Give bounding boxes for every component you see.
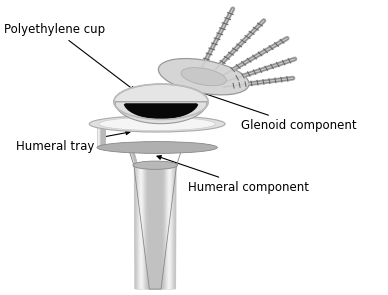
Ellipse shape (99, 117, 215, 130)
Polygon shape (130, 148, 138, 165)
Polygon shape (146, 165, 165, 289)
Ellipse shape (97, 142, 217, 153)
Ellipse shape (158, 58, 249, 95)
Polygon shape (99, 124, 104, 148)
Polygon shape (97, 124, 102, 148)
Polygon shape (128, 148, 136, 165)
Polygon shape (147, 165, 164, 289)
Polygon shape (100, 124, 105, 148)
Ellipse shape (181, 68, 226, 86)
Polygon shape (97, 124, 102, 148)
Polygon shape (142, 165, 169, 289)
Polygon shape (130, 148, 137, 165)
Polygon shape (100, 124, 105, 148)
Polygon shape (130, 148, 138, 165)
Polygon shape (129, 148, 137, 165)
Polygon shape (100, 124, 105, 148)
Polygon shape (100, 124, 106, 148)
Ellipse shape (89, 116, 225, 132)
Polygon shape (98, 124, 103, 148)
Polygon shape (134, 165, 176, 289)
Ellipse shape (133, 161, 178, 169)
Polygon shape (99, 124, 104, 148)
Polygon shape (139, 165, 171, 289)
Polygon shape (129, 148, 137, 165)
Polygon shape (131, 148, 138, 165)
Polygon shape (145, 165, 165, 289)
Polygon shape (144, 165, 167, 289)
Polygon shape (149, 165, 161, 289)
Polygon shape (141, 165, 169, 289)
Polygon shape (129, 148, 137, 165)
Polygon shape (137, 165, 174, 289)
Polygon shape (130, 148, 137, 165)
Polygon shape (139, 165, 172, 289)
Polygon shape (129, 148, 137, 165)
Polygon shape (98, 124, 102, 148)
Polygon shape (137, 165, 173, 289)
Polygon shape (115, 102, 207, 124)
Polygon shape (145, 165, 166, 289)
Ellipse shape (114, 84, 208, 119)
Polygon shape (100, 124, 104, 148)
Polygon shape (134, 165, 177, 289)
Polygon shape (130, 148, 137, 165)
Polygon shape (142, 165, 168, 289)
Polygon shape (100, 124, 105, 148)
Polygon shape (137, 165, 173, 289)
Polygon shape (147, 165, 163, 289)
Polygon shape (129, 148, 137, 165)
Polygon shape (136, 165, 175, 289)
Polygon shape (124, 103, 198, 119)
Polygon shape (143, 165, 168, 289)
Polygon shape (130, 148, 137, 165)
Polygon shape (143, 165, 167, 289)
Polygon shape (128, 148, 136, 165)
Polygon shape (138, 165, 172, 289)
Polygon shape (99, 124, 104, 148)
Polygon shape (98, 124, 103, 148)
Polygon shape (140, 165, 170, 289)
Polygon shape (128, 148, 136, 165)
Polygon shape (99, 124, 104, 148)
Polygon shape (97, 124, 102, 148)
Polygon shape (99, 124, 103, 148)
Polygon shape (130, 148, 138, 165)
Polygon shape (135, 165, 175, 289)
Text: Humeral tray: Humeral tray (16, 131, 130, 153)
Polygon shape (128, 148, 136, 165)
Polygon shape (98, 124, 103, 148)
Polygon shape (97, 124, 102, 148)
Polygon shape (148, 165, 163, 289)
Text: Humeral component: Humeral component (157, 155, 309, 194)
Polygon shape (101, 124, 106, 148)
Text: Glenoid component: Glenoid component (198, 91, 356, 132)
Polygon shape (99, 124, 104, 148)
Polygon shape (148, 165, 162, 289)
Polygon shape (135, 165, 175, 289)
Polygon shape (140, 165, 171, 289)
Polygon shape (144, 165, 166, 289)
Polygon shape (128, 148, 137, 165)
Polygon shape (140, 165, 170, 289)
Text: Polyethylene cup: Polyethylene cup (4, 23, 135, 91)
Polygon shape (130, 148, 138, 165)
Polygon shape (102, 124, 106, 148)
Polygon shape (129, 148, 137, 165)
Polygon shape (146, 165, 164, 289)
Polygon shape (101, 124, 106, 148)
Polygon shape (101, 124, 106, 148)
Polygon shape (101, 124, 106, 148)
